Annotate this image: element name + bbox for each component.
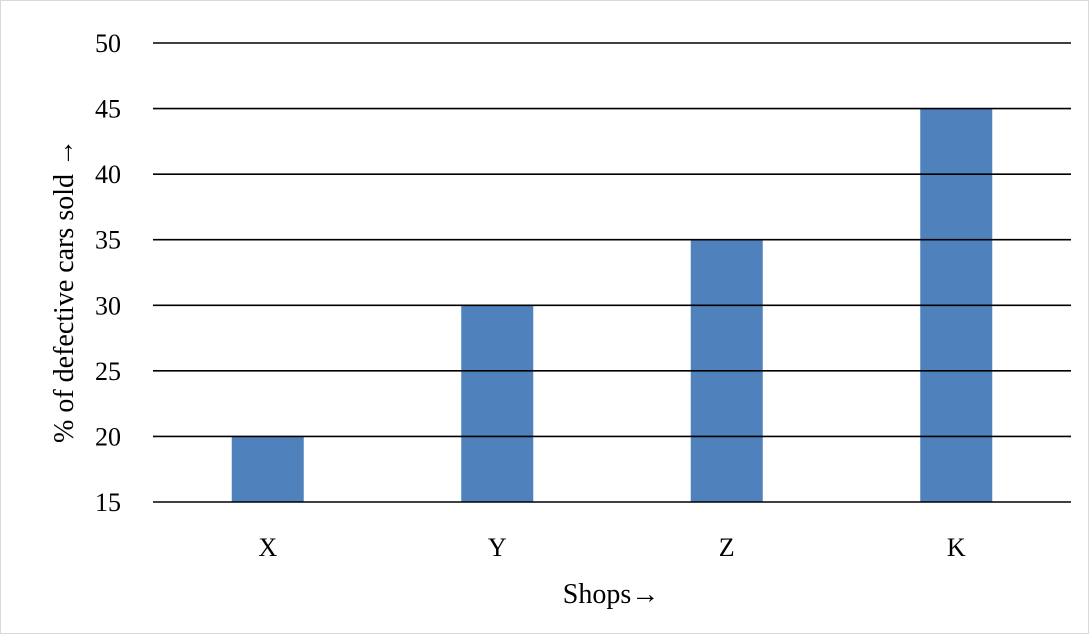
y-axis-title: % of defective cars sold → (49, 139, 80, 443)
y-tick-label: 35 (95, 226, 121, 255)
y-tick-label: 50 (95, 29, 121, 58)
gridlines (153, 42, 1071, 503)
y-tick-label: 40 (95, 160, 121, 189)
x-axis-title: Shops→ (563, 579, 659, 610)
x-tick-label-z: Z (719, 533, 735, 562)
bar-x (231, 436, 304, 502)
y-tick-label: 30 (95, 291, 121, 320)
y-tick-label: 20 (95, 422, 121, 451)
x-tick-label-y: Y (488, 533, 507, 562)
y-tick-label: 25 (95, 357, 121, 386)
x-tick-label-x: X (258, 533, 277, 562)
y-tick-label: 15 (95, 488, 121, 517)
y-tick-labels: 15 20 25 30 35 40 45 50 (95, 29, 121, 517)
y-tick-label: 45 (95, 95, 121, 124)
bar-y (461, 305, 534, 502)
x-tick-label-k: K (947, 533, 966, 562)
